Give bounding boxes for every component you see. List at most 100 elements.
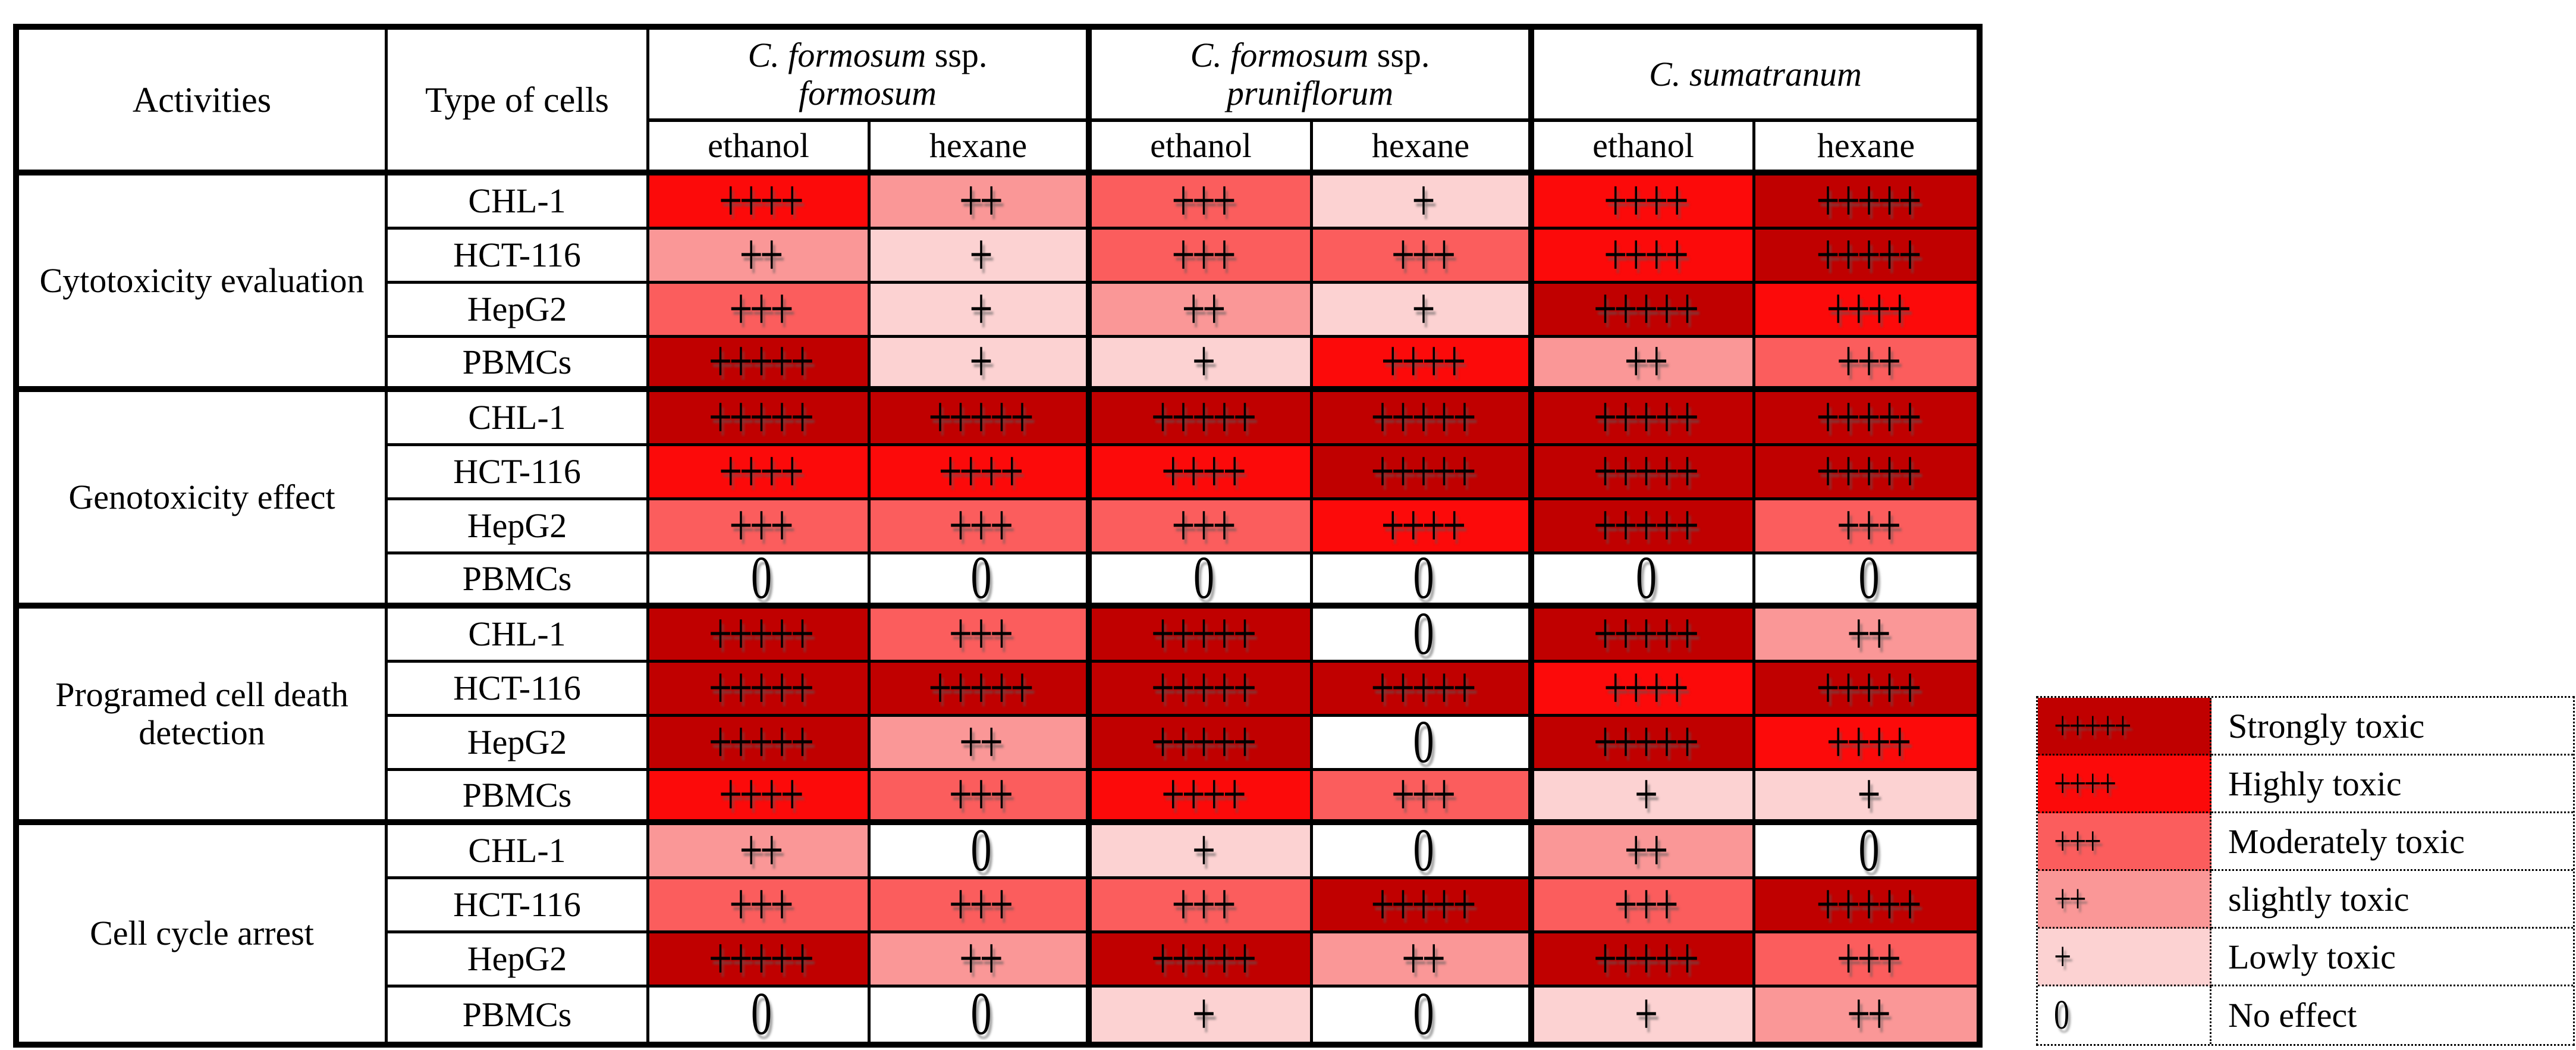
matrix-cell: 0 xyxy=(1313,988,1534,1042)
matrix-cell: +++ xyxy=(649,284,871,338)
cell-type-label: HepG2 xyxy=(388,500,649,554)
matrix-cell: ++ xyxy=(871,933,1092,988)
toxicity-symbol: + xyxy=(1192,825,1216,879)
cell-type-label: CHL-1 xyxy=(388,825,649,879)
matrix-cell: ++ xyxy=(1534,825,1755,879)
toxicity-symbol: +++++ xyxy=(708,717,814,771)
toxicity-symbol: +++++ xyxy=(1816,879,1921,933)
toxicity-symbol: +++ xyxy=(948,609,1013,663)
matrix-cell: +++++ xyxy=(1313,446,1534,500)
solvent-label: hexane xyxy=(1371,126,1470,165)
toxicity-symbol: 0 xyxy=(1413,717,1434,771)
toxicity-symbol: +++ xyxy=(2054,818,2101,864)
matrix-cell: ++ xyxy=(649,230,871,284)
toxicity-symbol: 0 xyxy=(970,825,992,879)
toxicity-symbol: +++++ xyxy=(1593,284,1699,338)
toxicity-symbol: +++ xyxy=(948,500,1013,554)
toxicity-symbol: ++ xyxy=(1624,338,1669,392)
matrix-cell: + xyxy=(1313,284,1534,338)
legend-label-text: Strongly toxic xyxy=(2228,706,2425,745)
toxicity-symbol: 0 xyxy=(1413,609,1434,663)
toxicity-symbol: +++++ xyxy=(1816,446,1921,500)
cell-type-text: HepG2 xyxy=(467,506,567,546)
matrix-cell: +++++ xyxy=(1755,879,1977,933)
matrix-cell: 0 xyxy=(871,988,1092,1042)
toxicity-symbol: +++ xyxy=(1171,175,1236,230)
toxicity-symbol: +++++ xyxy=(708,609,814,663)
legend-label-text: Highly toxic xyxy=(2228,764,2402,803)
legend-label-no-effect: No effect xyxy=(2211,986,2573,1044)
legend-label-text: slightly toxic xyxy=(2228,879,2409,919)
matrix-cell: +++ xyxy=(1313,771,1534,825)
toxicity-symbol: +++++ xyxy=(708,338,814,392)
toxicity-symbol: ++++ xyxy=(938,446,1024,500)
matrix-cell: ++++ xyxy=(649,446,871,500)
toxicity-symbol: ++ xyxy=(1624,825,1669,879)
matrix-cell: +++++ xyxy=(1534,609,1755,663)
matrix-cell: ++++ xyxy=(1092,771,1313,825)
legend: +++++ Strongly toxic ++++ Highly toxic +… xyxy=(2036,696,2575,1046)
matrix-cell: +++++ xyxy=(1534,392,1755,446)
solvent-label: ethanol xyxy=(708,126,809,165)
matrix-cell: +++++ xyxy=(649,717,871,771)
solvent-label: ethanol xyxy=(1150,126,1252,165)
matrix-cell: + xyxy=(871,230,1092,284)
cell-type-text: CHL-1 xyxy=(468,615,566,654)
matrix-cell: 0 xyxy=(1313,554,1534,609)
toxicity-symbol: +++++ xyxy=(1151,663,1256,717)
legend-label-highly-toxic: Highly toxic xyxy=(2211,756,2573,813)
toxicity-symbol: ++ xyxy=(739,230,784,284)
matrix-cell: +++++ xyxy=(1313,879,1534,933)
toxicity-symbol: ++++ xyxy=(1381,338,1466,392)
cell-type-label: PBMCs xyxy=(388,338,649,392)
legend-label-lowly-toxic: Lowly toxic xyxy=(2211,929,2573,986)
toxicity-symbol: ++ xyxy=(739,825,784,879)
matrix-cell: 0 xyxy=(1313,717,1534,771)
solvent-label: hexane xyxy=(929,126,1028,165)
matrix-cell: +++ xyxy=(1755,500,1977,554)
matrix-cell: +++++ xyxy=(1092,717,1313,771)
matrix-cell: + xyxy=(871,338,1092,392)
cell-type-text: PBMCs xyxy=(462,775,572,814)
toxicity-symbol: + xyxy=(1412,175,1435,230)
matrix-cell: 0 xyxy=(1092,554,1313,609)
toxicity-symbol: +++++ xyxy=(2054,703,2132,749)
toxicity-symbol: +++++ xyxy=(1593,446,1699,500)
toxicity-symbol: + xyxy=(1634,988,1658,1042)
activity-label: Cytotoxicity evaluation xyxy=(19,175,388,392)
matrix-cell: +++++ xyxy=(1092,609,1313,663)
header-species-pruniflorum: C. formosum ssp. pruniflorum xyxy=(1092,30,1534,122)
cell-type-text: HCT-116 xyxy=(453,885,581,924)
matrix-cell: 0 xyxy=(1534,554,1755,609)
matrix-cell: ++++ xyxy=(1534,175,1755,230)
toxicity-symbol: +++ xyxy=(1391,230,1456,284)
matrix-cell: 0 xyxy=(1755,554,1977,609)
header-type-of-cells-cell: Type of cells xyxy=(388,30,649,175)
toxicity-symbol: 0 xyxy=(1413,554,1434,609)
toxicity-symbol: ++++ xyxy=(1161,446,1246,500)
toxicity-symbol: + xyxy=(2054,933,2071,980)
matrix-cell: +++ xyxy=(1092,879,1313,933)
activity-label-text: Cell cycle arrest xyxy=(90,914,314,953)
species-name-line1: C. sumatranum xyxy=(1649,55,1862,93)
matrix-cell: ++++ xyxy=(1755,717,1977,771)
toxicity-symbol: ++++ xyxy=(1604,230,1689,284)
header-activities-cell: Activities xyxy=(19,30,388,175)
toxicity-symbol: +++++ xyxy=(928,392,1033,446)
solvent-label: hexane xyxy=(1817,126,1915,165)
matrix-cell: +++++ xyxy=(1534,933,1755,988)
toxicity-symbol: +++++ xyxy=(1593,392,1699,446)
species-name-line2: formosum xyxy=(799,74,937,112)
toxicity-symbol: ++++ xyxy=(1161,771,1246,825)
matrix-cell: +++++ xyxy=(1534,500,1755,554)
matrix-cell: +++ xyxy=(1092,500,1313,554)
header-species-sumatranum: C. sumatranum xyxy=(1534,30,1977,122)
toxicity-symbol: + xyxy=(969,338,993,392)
toxicity-symbol: 0 xyxy=(970,554,992,609)
species-italic: C. formosum xyxy=(747,35,926,74)
matrix-cell: + xyxy=(1092,338,1313,392)
matrix-cell: ++ xyxy=(871,717,1092,771)
header-species-formosum: C. formosum ssp. formosum xyxy=(649,30,1092,122)
matrix-cell: +++++ xyxy=(1534,284,1755,338)
